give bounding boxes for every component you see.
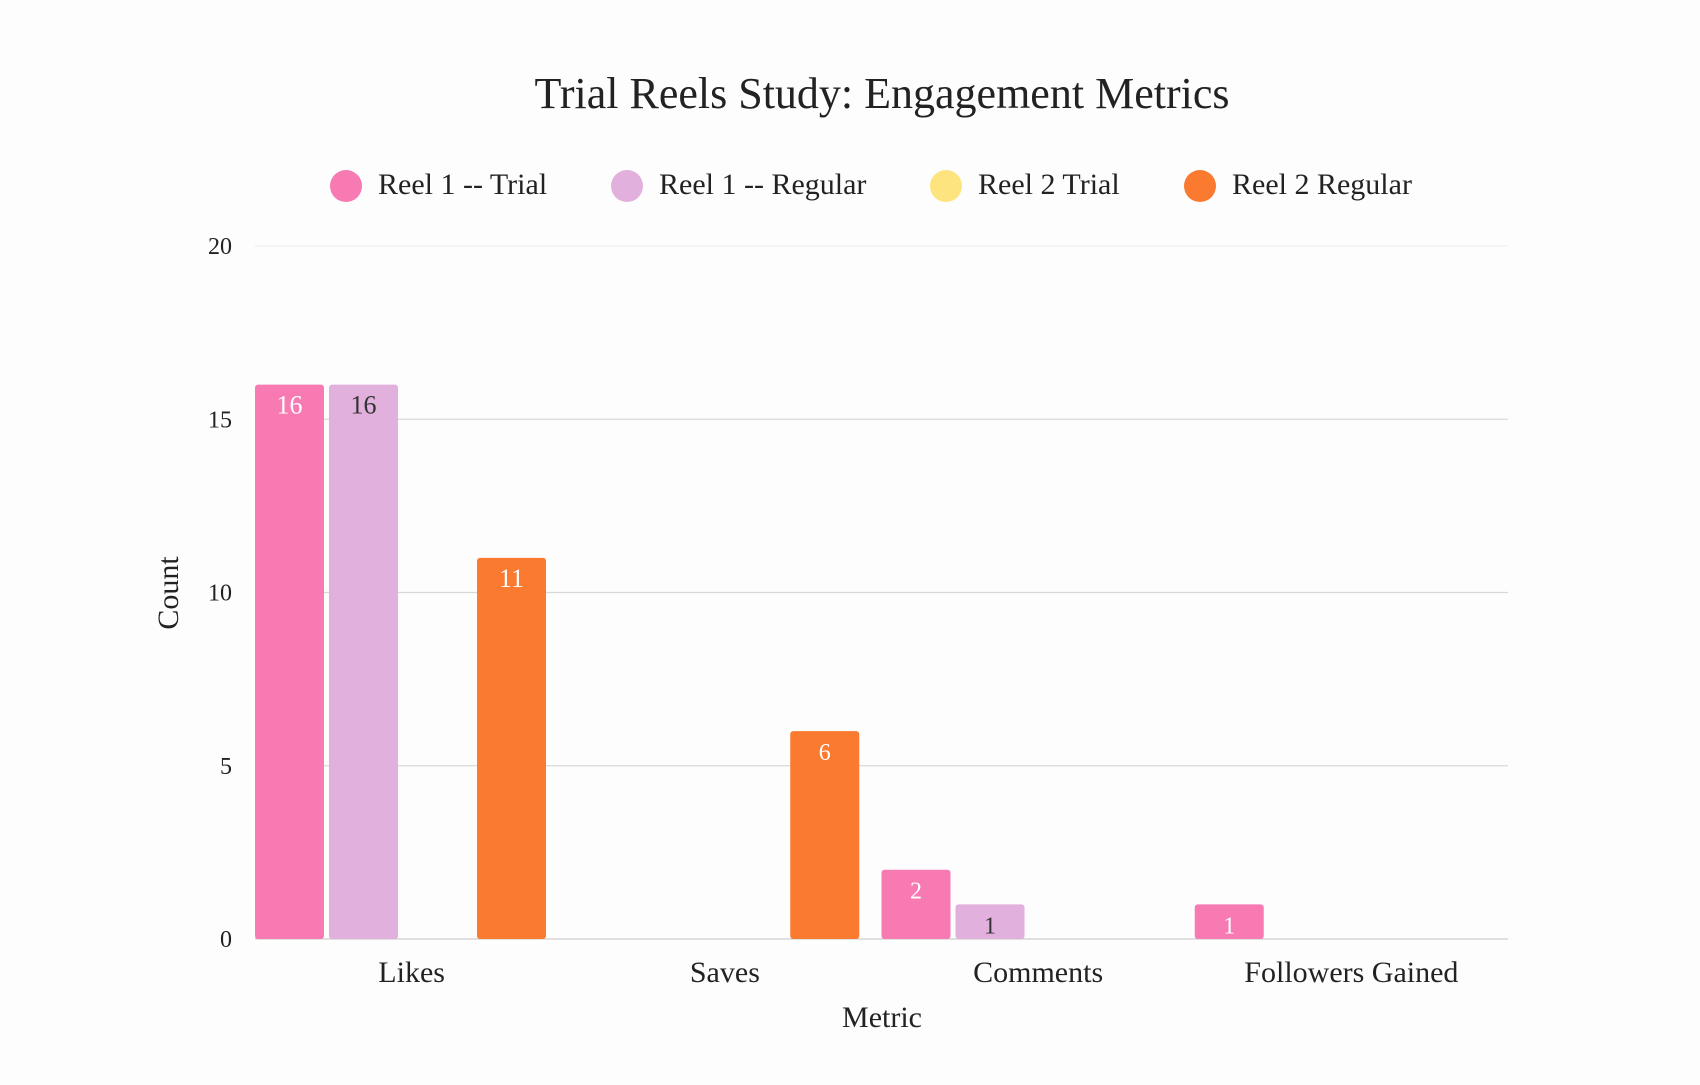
y-axis-ticks: 0 5 10 15 20 [208,234,232,953]
bar [955,904,1025,939]
x-tick-label: Followers Gained [1244,956,1458,989]
legend-marker [930,170,962,202]
bar [790,731,860,939]
legend-label: Reel 1 -- Regular [659,168,866,201]
x-tick-label: Likes [378,956,445,989]
y-axis-label: Count [152,556,185,630]
legend-marker [1184,170,1216,202]
x-axis-ticks: Likes Saves Comments Followers Gained [378,956,1458,989]
legend-label: Reel 2 Regular [1232,168,1412,201]
bar-value-label: 6 [819,740,831,766]
bar-value-label: 11 [499,564,524,593]
x-tick-label: Comments [973,956,1103,989]
bar [329,384,398,940]
legend: Reel 1 -- Trial Reel 1 -- Regular Reel 2 T… [330,168,1412,202]
legend-marker [330,170,362,202]
gridlines [255,245,1508,940]
x-axis-label: Metric [842,1001,922,1034]
y-tick-label: 10 [208,581,232,607]
bar-value-label: 16 [351,391,377,420]
bar [255,384,324,940]
bar-value-label: 1 [984,913,996,939]
chart-title: Trial Reels Study: Engagement Metrics [535,69,1230,118]
x-tick-label: Saves [690,956,760,989]
bar [1194,904,1264,939]
y-tick-label: 15 [208,407,232,433]
bar-value-label: 16 [277,391,303,420]
bar-value-label: 2 [910,879,922,905]
y-tick-label: 5 [220,754,232,780]
bar [477,557,546,939]
bar-value-label: 1 [1223,913,1235,939]
bar [881,869,951,939]
legend-marker [611,170,643,202]
legend-label: Reel 2 Trial [978,168,1120,201]
y-tick-label: 20 [208,234,232,260]
legend-label: Reel 1 -- Trial [378,168,547,201]
y-tick-label: 0 [220,927,232,953]
